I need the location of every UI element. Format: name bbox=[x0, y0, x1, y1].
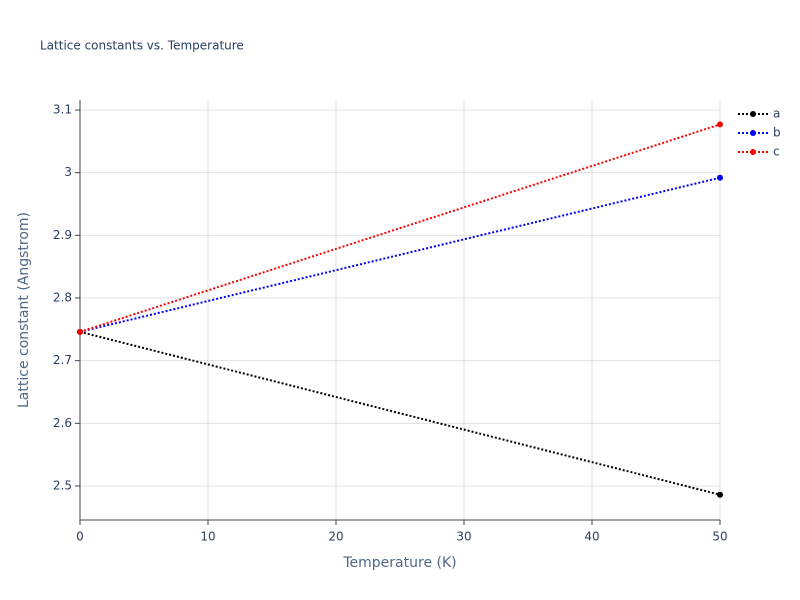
legend-marker bbox=[750, 149, 756, 155]
legend-marker bbox=[750, 111, 756, 117]
data-point bbox=[77, 328, 83, 335]
legend: abc bbox=[738, 107, 781, 159]
data-point bbox=[717, 491, 723, 498]
x-tick-label: 40 bbox=[584, 530, 599, 544]
y-tick-label: 2.8 bbox=[53, 291, 72, 305]
x-tick-label: 20 bbox=[328, 530, 343, 544]
chart-title: Lattice constants vs. Temperature bbox=[40, 39, 244, 53]
legend-label: c bbox=[773, 145, 780, 159]
y-axis-label: Lattice constant (Angstrom) bbox=[16, 212, 32, 408]
series-line bbox=[79, 176, 721, 333]
series-line bbox=[79, 123, 721, 333]
y-tick-label: 2.9 bbox=[53, 228, 72, 242]
x-axis-label: Temperature (K) bbox=[342, 555, 456, 571]
data-point bbox=[717, 121, 723, 128]
y-tick-label: 2.7 bbox=[53, 353, 72, 367]
x-tick-label: 0 bbox=[76, 530, 84, 544]
x-tick-label: 50 bbox=[712, 530, 727, 544]
legend-marker bbox=[750, 130, 756, 136]
legend-label: a bbox=[773, 107, 780, 121]
y-tick-label: 2.6 bbox=[53, 416, 72, 430]
y-tick-label: 2.5 bbox=[53, 478, 72, 492]
x-tick-label: 30 bbox=[456, 530, 471, 544]
grid: 0 10 20 30 40 50 2.5 2.6 2.7 2.8 2.9 3 3.1 bbox=[53, 100, 728, 544]
x-tick-label: 10 bbox=[200, 530, 215, 544]
y-tick-label: 3.1 bbox=[53, 103, 72, 117]
legend-label: b bbox=[773, 126, 781, 140]
data-point bbox=[717, 174, 723, 181]
y-tick-label: 3 bbox=[64, 165, 72, 179]
plot bbox=[77, 121, 723, 498]
